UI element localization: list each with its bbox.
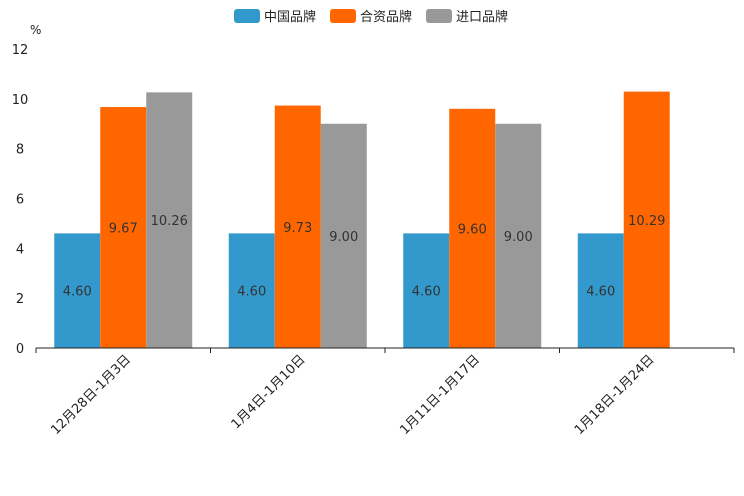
bar-series2-cat3[interactable] [449,108,496,348]
legend-swatch-3[interactable] [426,9,452,23]
bar-series3-cat2[interactable] [320,123,367,348]
data-label: 10.29 [628,214,665,229]
data-label: 9.67 [109,222,138,237]
x-category-label: 1月4日-1月10日 [229,352,309,432]
y-tick-label: 12 [12,43,29,58]
bar-series3-cat3[interactable] [495,123,542,348]
legend-label-2[interactable]: 合资品牌 [360,9,412,25]
data-label: 9.00 [504,230,533,245]
legend-label-1[interactable]: 中国品牌 [264,9,316,25]
x-category-label: 1月11日-1月17日 [397,352,483,438]
y-axis: 0 2 4 6 8 10 12 [12,43,29,357]
bar-series1-cat3[interactable] [403,233,450,348]
y-unit-label: % [30,23,41,37]
data-label: 4.60 [586,285,615,300]
data-label: 10.26 [151,214,188,229]
y-tick-label: 2 [16,292,24,307]
legend-swatch-1[interactable] [234,9,260,23]
bar-series3-cat1[interactable] [146,92,193,348]
x-category-label: 12月28日-1月3日 [48,352,134,438]
bar-series2-cat4[interactable] [623,91,670,349]
y-tick-label: 6 [16,193,24,208]
data-label: 4.60 [412,285,441,300]
legend: 中国品牌 合资品牌 进口品牌 [234,9,508,25]
legend-label-3[interactable]: 进口品牌 [456,9,508,25]
data-label: 4.60 [237,285,266,300]
bar-series2-cat1[interactable] [100,107,147,348]
bars: 4.60 4.60 4.60 4.60 9.67 9.73 9.60 10.29 10.26 9.… [54,91,670,349]
data-label: 4.60 [63,285,92,300]
y-tick-label: 8 [16,143,24,158]
bar-series1-cat4[interactable] [577,233,624,348]
bar-series1-cat1[interactable] [54,233,101,348]
data-label: 9.00 [329,230,358,245]
bar-series2-cat2[interactable] [274,105,321,348]
bar-series1-cat2[interactable] [228,233,275,348]
y-tick-label: 4 [16,242,24,257]
data-label: 9.60 [458,222,487,237]
x-axis: 12月28日-1月3日 1月4日-1月10日 1月11日-1月17日 1月18日-1月… [35,347,735,438]
y-tick-label: 0 [16,342,24,357]
x-category-label: 1月18日-1月24日 [572,352,658,438]
legend-swatch-2[interactable] [330,9,356,23]
y-tick-label: 10 [12,93,29,108]
data-label: 9.73 [283,221,312,236]
